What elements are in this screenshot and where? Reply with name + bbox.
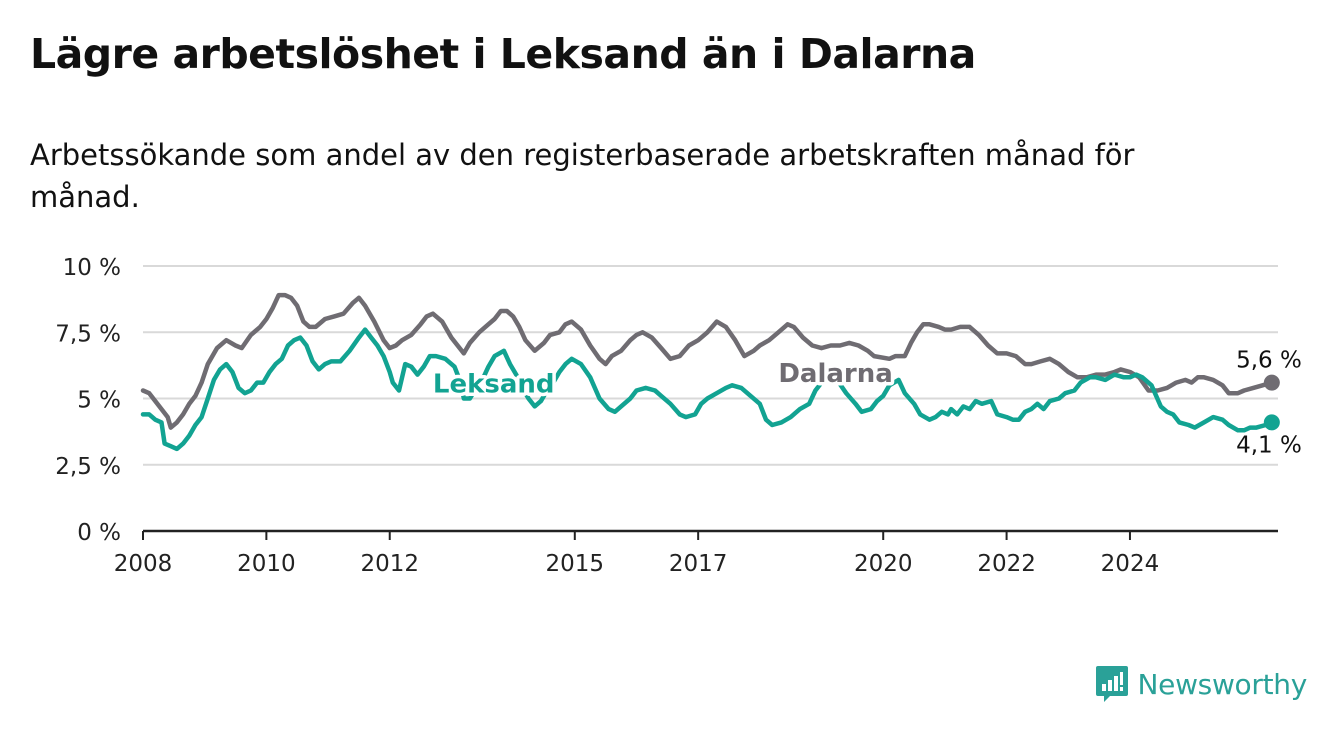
y-tick-label: 7,5 %: [55, 321, 121, 347]
y-tick-label: 5 %: [77, 388, 121, 414]
series-layer: [140, 292, 1280, 452]
y-axis: 0 % 2,5 % 5 % 7,5 % 10 %: [55, 255, 121, 546]
x-tick-label: 2015: [546, 551, 605, 577]
x-tick-label: 2022: [977, 551, 1036, 577]
x-tick-label: 2010: [237, 551, 296, 577]
series-label-leksand: Leksand: [433, 370, 555, 400]
chart-subtitle: Arbetssökande som andel av den registerb…: [30, 138, 1135, 214]
end-value-label-dalarna: 5,6 %: [1236, 348, 1302, 374]
series-label-dalarna: Dalarna: [778, 359, 892, 389]
y-tick-label: 2,5 %: [55, 454, 121, 480]
series-end-dot-leksand: [1263, 414, 1280, 431]
y-tick-label: 10 %: [63, 255, 121, 281]
line-chart: 0 % 2,5 % 5 % 7,5 % 10 % 2008 2010 2012 2015 201…: [55, 255, 1304, 577]
series-line-leksand: [140, 327, 1275, 452]
brand-logo: Newsworthy: [1094, 664, 1308, 704]
y-tick-label: 0 %: [77, 520, 121, 546]
chart-title: Lägre arbetslöshet i Leksand än i Dalarn…: [30, 30, 976, 78]
x-tick-label: 2012: [360, 551, 419, 577]
label-layer: Dalarna Leksand 5,6 % 4,1 %: [429, 345, 1304, 462]
x-axis: 2008 2010 2012 2015 2017 2020 2022 2024: [114, 529, 1278, 577]
series-line-dalarna: [140, 292, 1275, 430]
x-tick-label: 2020: [854, 551, 913, 577]
grid-layer: [143, 265, 1278, 466]
end-value-label-leksand: 4,1 %: [1236, 432, 1302, 458]
x-tick-label: 2008: [114, 551, 173, 577]
newsworthy-logo-icon: [1095, 666, 1128, 702]
brand-name: Newsworthy: [1137, 667, 1308, 701]
x-tick-label: 2024: [1101, 551, 1160, 577]
series-end-dot-dalarna: [1263, 374, 1280, 391]
x-tick-label: 2017: [669, 551, 728, 577]
